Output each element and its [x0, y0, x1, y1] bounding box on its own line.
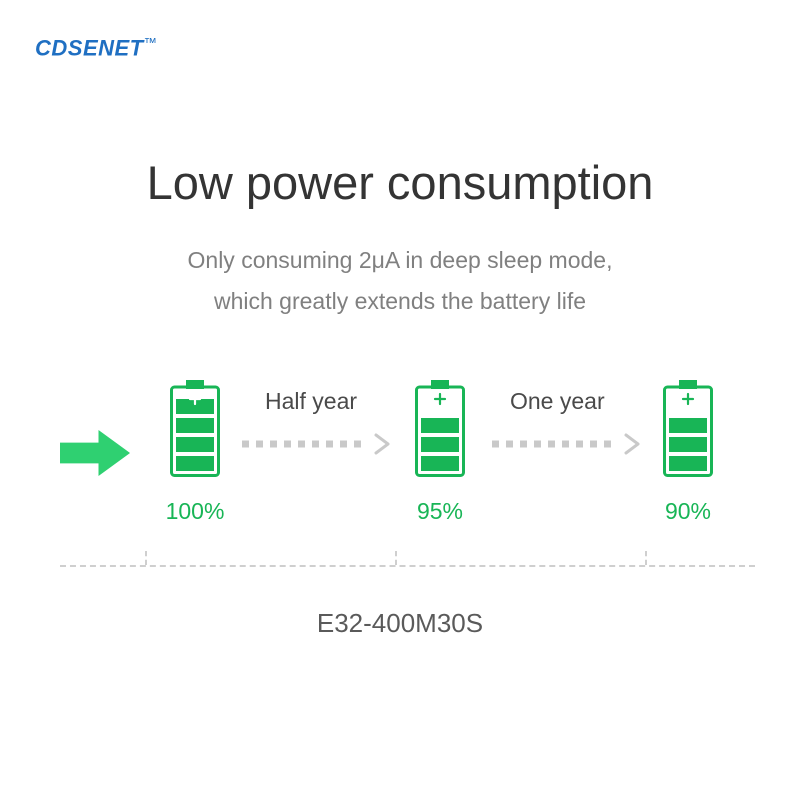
- duration-label: Half year: [265, 388, 357, 415]
- battery-stage: 90%: [648, 380, 728, 482]
- product-model: E32-400M30S: [0, 608, 800, 639]
- headline: Low power consumption: [0, 155, 800, 210]
- timeline-tick: [645, 551, 647, 565]
- battery-icon: [663, 380, 713, 477]
- timeline-tick: [395, 551, 397, 565]
- dotted-arrow-icon: [240, 432, 390, 456]
- brand-logo-text: CDSENET: [35, 35, 144, 60]
- battery-stage: 100%: [155, 380, 235, 482]
- battery-icon: [415, 380, 465, 477]
- battery-percent-label: 100%: [155, 498, 235, 525]
- duration-label: One year: [510, 388, 605, 415]
- brand-logo: CDSENET™: [35, 35, 157, 61]
- subheadline-line-1: Only consuming 2μA in deep sleep mode,: [188, 247, 613, 273]
- battery-percent-label: 95%: [400, 498, 480, 525]
- battery-stage: 95%: [400, 380, 480, 482]
- entry-arrow-icon: [60, 430, 130, 476]
- dotted-arrow-icon: [490, 432, 640, 456]
- battery-percent-label: 90%: [648, 498, 728, 525]
- battery-icon: [170, 380, 220, 477]
- timeline-tick: [145, 551, 147, 565]
- subheadline: Only consuming 2μA in deep sleep mode, w…: [0, 240, 800, 323]
- battery-timeline-chart: 100% 95% 90% Half year One year: [60, 380, 740, 580]
- trademark-symbol: ™: [144, 35, 158, 50]
- timeline-rule: [60, 565, 755, 567]
- subheadline-line-2: which greatly extends the battery life: [214, 288, 586, 314]
